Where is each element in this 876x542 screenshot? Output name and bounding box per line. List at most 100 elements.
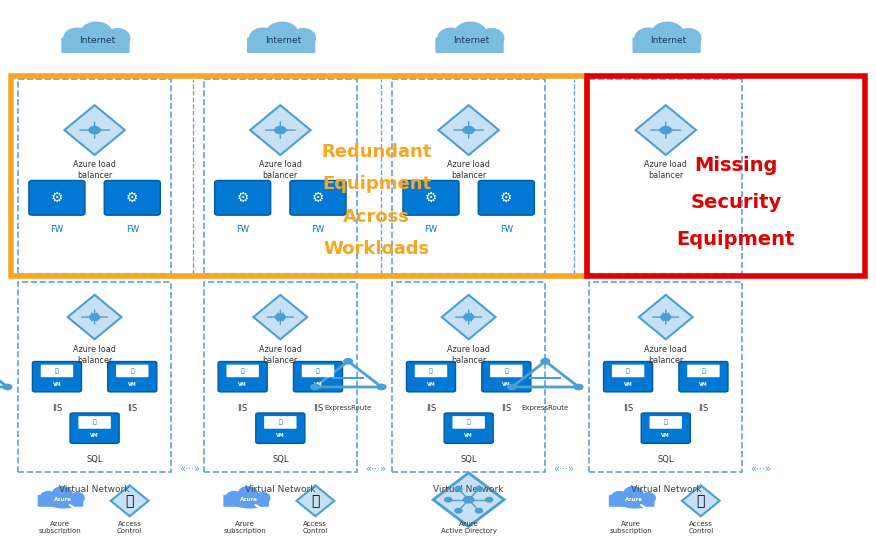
Text: Security: Security — [690, 192, 781, 212]
Text: ⚿: ⚿ — [316, 368, 320, 374]
FancyBboxPatch shape — [116, 365, 148, 377]
FancyBboxPatch shape — [215, 180, 271, 215]
Ellipse shape — [624, 487, 643, 501]
Text: IIS: IIS — [52, 404, 62, 413]
Text: ⚿: ⚿ — [429, 368, 433, 374]
Text: ⚙: ⚙ — [51, 191, 63, 205]
Ellipse shape — [105, 29, 130, 47]
Ellipse shape — [456, 38, 492, 52]
FancyBboxPatch shape — [415, 365, 448, 377]
Text: ⚿: ⚿ — [93, 420, 96, 425]
Polygon shape — [639, 295, 693, 339]
Text: «···»: «···» — [554, 464, 574, 474]
Text: VM: VM — [502, 382, 511, 386]
Text: Virtual Network: Virtual Network — [631, 485, 701, 494]
Ellipse shape — [81, 22, 112, 45]
FancyBboxPatch shape — [679, 362, 728, 392]
Text: FW: FW — [126, 225, 138, 234]
Circle shape — [344, 359, 352, 364]
Circle shape — [485, 498, 492, 502]
Text: Access
Control: Access Control — [303, 521, 328, 534]
FancyBboxPatch shape — [478, 180, 534, 215]
Text: IIS: IIS — [623, 404, 633, 413]
Ellipse shape — [235, 498, 265, 508]
Bar — [11, 76, 587, 276]
Circle shape — [463, 314, 474, 320]
Ellipse shape — [620, 498, 650, 508]
Text: Virtual Network: Virtual Network — [245, 485, 315, 494]
Text: Missing: Missing — [694, 156, 778, 175]
Circle shape — [463, 496, 474, 503]
FancyBboxPatch shape — [29, 180, 85, 215]
Text: ⚿: ⚿ — [241, 368, 244, 374]
Text: VM: VM — [128, 382, 137, 386]
FancyBboxPatch shape — [40, 365, 73, 377]
Text: VM: VM — [90, 433, 99, 438]
FancyBboxPatch shape — [38, 495, 83, 507]
Text: ⚙: ⚙ — [126, 191, 138, 205]
Text: ⚿: ⚿ — [55, 368, 59, 374]
FancyBboxPatch shape — [32, 362, 81, 392]
Text: VM: VM — [464, 433, 473, 438]
FancyBboxPatch shape — [290, 180, 346, 215]
Text: IIS: IIS — [313, 404, 323, 413]
Bar — [589, 79, 742, 274]
Ellipse shape — [455, 22, 486, 45]
Polygon shape — [439, 105, 499, 155]
Text: SQL: SQL — [658, 455, 674, 464]
Text: SQL: SQL — [87, 455, 102, 464]
Text: SQL: SQL — [272, 455, 288, 464]
Ellipse shape — [49, 498, 79, 508]
Circle shape — [455, 508, 462, 513]
Text: IIS: IIS — [127, 404, 138, 413]
Polygon shape — [65, 105, 125, 155]
Circle shape — [455, 487, 462, 491]
Polygon shape — [635, 105, 696, 155]
Text: Azure
subscription: Azure subscription — [224, 521, 266, 534]
Ellipse shape — [256, 493, 270, 504]
Text: IIS: IIS — [501, 404, 512, 413]
Text: «···»: «···» — [751, 464, 771, 474]
Text: Internet: Internet — [650, 36, 687, 44]
FancyBboxPatch shape — [226, 365, 259, 377]
Text: ⚿: ⚿ — [131, 368, 134, 374]
Circle shape — [378, 384, 385, 390]
Text: Azure: Azure — [240, 496, 258, 502]
FancyBboxPatch shape — [218, 362, 267, 392]
FancyBboxPatch shape — [641, 413, 690, 443]
FancyBboxPatch shape — [688, 365, 720, 377]
Text: Redundant: Redundant — [321, 143, 432, 161]
Text: ⚙: ⚙ — [312, 191, 324, 205]
Bar — [18, 79, 171, 274]
Text: Azure
subscription: Azure subscription — [39, 521, 81, 534]
Ellipse shape — [267, 38, 304, 52]
Text: FW: FW — [312, 225, 324, 234]
Text: 🔑: 🔑 — [125, 494, 134, 508]
FancyBboxPatch shape — [611, 365, 644, 377]
Text: IIS: IIS — [698, 404, 709, 413]
Text: Azure load
balancer: Azure load balancer — [259, 345, 301, 365]
FancyBboxPatch shape — [403, 180, 459, 215]
Text: Virtual Network: Virtual Network — [434, 485, 504, 494]
Text: ⚿: ⚿ — [626, 368, 630, 374]
Text: VM: VM — [53, 382, 61, 386]
Ellipse shape — [611, 492, 627, 504]
Polygon shape — [251, 105, 311, 155]
Ellipse shape — [676, 29, 701, 47]
Text: Azure: Azure — [625, 496, 643, 502]
Text: Azure: Azure — [54, 496, 72, 502]
Text: VM: VM — [661, 433, 670, 438]
Text: ⚿: ⚿ — [702, 368, 705, 374]
Ellipse shape — [70, 493, 84, 504]
Text: ⚙: ⚙ — [237, 191, 249, 205]
Ellipse shape — [64, 28, 90, 48]
FancyBboxPatch shape — [444, 413, 493, 443]
Text: Azure load
balancer: Azure load balancer — [74, 345, 116, 365]
Circle shape — [661, 314, 671, 320]
Text: Internet: Internet — [453, 36, 490, 44]
Text: Virtual Network: Virtual Network — [60, 485, 130, 494]
FancyBboxPatch shape — [247, 37, 315, 53]
Ellipse shape — [438, 28, 464, 48]
Text: 🔑: 🔑 — [311, 494, 320, 508]
Bar — [587, 76, 865, 276]
